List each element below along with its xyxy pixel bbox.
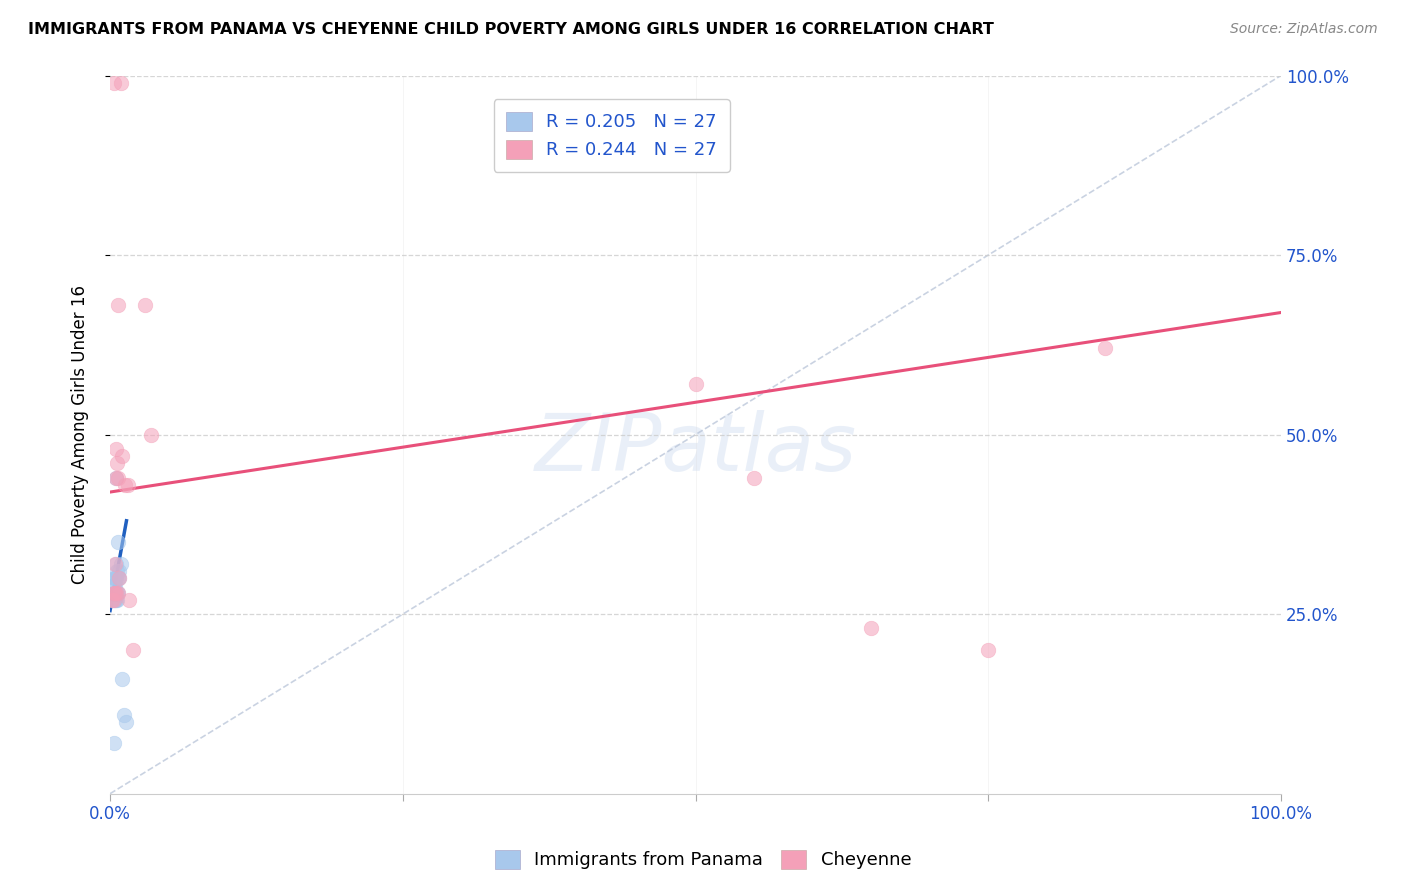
- Point: [108, 571, 131, 585]
- Y-axis label: Child Poverty Among Girls Under 16: Child Poverty Among Girls Under 16: [72, 285, 89, 584]
- Point: [104, 442, 127, 456]
- Point: [103, 571, 125, 585]
- Point: [110, 76, 132, 90]
- Point: [108, 564, 131, 578]
- Point: [977, 643, 1000, 657]
- Point: [685, 377, 707, 392]
- Point: [103, 585, 125, 599]
- Point: [104, 571, 127, 585]
- Point: [134, 298, 156, 312]
- Point: [107, 571, 129, 585]
- Point: [104, 557, 127, 571]
- Point: [112, 707, 135, 722]
- Point: [107, 585, 129, 599]
- Point: [115, 714, 138, 729]
- Point: [1094, 342, 1116, 356]
- Point: [101, 592, 124, 607]
- Point: [104, 557, 127, 571]
- Point: [105, 585, 128, 599]
- Point: [103, 585, 125, 599]
- Point: [105, 564, 128, 578]
- Point: [104, 471, 127, 485]
- Point: [107, 535, 129, 549]
- Point: [104, 585, 127, 599]
- Point: [104, 585, 127, 599]
- Point: [103, 592, 125, 607]
- Point: [114, 478, 136, 492]
- Point: [118, 592, 141, 607]
- Text: Source: ZipAtlas.com: Source: ZipAtlas.com: [1230, 22, 1378, 37]
- Text: ZIPatlas: ZIPatlas: [534, 410, 856, 488]
- Point: [111, 449, 134, 463]
- Point: [108, 571, 131, 585]
- Point: [104, 585, 127, 599]
- Point: [104, 471, 127, 485]
- Point: [742, 471, 765, 485]
- Point: [103, 76, 125, 90]
- Point: [107, 471, 129, 485]
- Point: [107, 298, 129, 312]
- Point: [101, 592, 124, 607]
- Point: [104, 571, 127, 585]
- Point: [117, 478, 139, 492]
- Point: [110, 557, 132, 571]
- Point: [105, 456, 128, 470]
- Legend: R = 0.205   N = 27, R = 0.244   N = 27: R = 0.205 N = 27, R = 0.244 N = 27: [494, 99, 730, 172]
- Point: [104, 578, 127, 592]
- Text: IMMIGRANTS FROM PANAMA VS CHEYENNE CHILD POVERTY AMONG GIRLS UNDER 16 CORRELATIO: IMMIGRANTS FROM PANAMA VS CHEYENNE CHILD…: [28, 22, 994, 37]
- Point: [111, 672, 134, 686]
- Legend: Immigrants from Panama, Cheyenne: Immigrants from Panama, Cheyenne: [485, 840, 921, 879]
- Point: [104, 592, 127, 607]
- Point: [104, 585, 127, 599]
- Point: [107, 585, 129, 599]
- Point: [105, 592, 128, 607]
- Point: [103, 578, 125, 592]
- Point: [122, 643, 145, 657]
- Point: [103, 592, 125, 607]
- Point: [103, 736, 125, 750]
- Point: [139, 427, 162, 442]
- Point: [104, 592, 127, 607]
- Point: [860, 622, 883, 636]
